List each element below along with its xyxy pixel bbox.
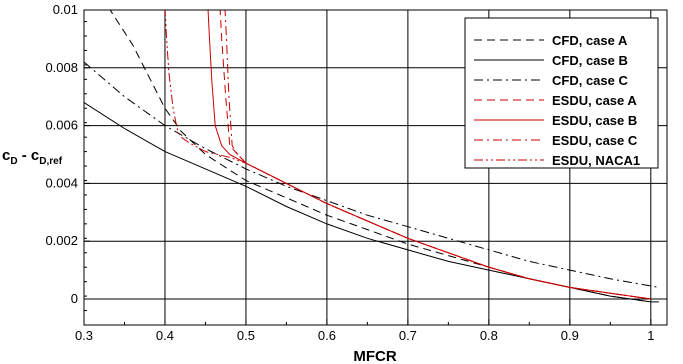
y-tick-label: 0.002 [45,233,78,248]
legend-box [464,17,659,169]
legend-label: ESDU, case A [552,93,637,108]
x-axis-title: MFCR [353,348,396,364]
legend-label: CFD, case B [552,53,628,68]
series-line [164,10,651,300]
legend-label: CFD, case C [552,73,628,88]
legend-label: CFD, case A [552,33,628,48]
x-tick-label: 0.9 [561,328,579,343]
legend-label: ESDU, case C [552,133,638,148]
y-axis-title-main: c [2,147,10,164]
x-tick-label: 0.5 [237,328,255,343]
x-tick-label: 0.8 [480,328,498,343]
series-group [84,10,659,303]
y-tick-label: 0 [71,291,78,306]
y-axis-title-ref-sub: D,ref [39,156,62,167]
legend-label: ESDU, NACA1 [552,153,640,168]
x-tick-labels: 0.3 0.4 0.5 0.6 0.7 0.8 0.9 1 [75,328,654,343]
y-tick-label: 0.004 [45,175,78,190]
legend-label: ESDU, case B [552,113,637,128]
plot-frame [83,9,668,326]
x-tick-label: 0.3 [75,328,93,343]
x-tick-label: 0.7 [399,328,417,343]
series-line [84,102,659,303]
y-tick-label: 0.008 [45,60,78,75]
y-tick-label: 0.006 [45,118,78,133]
y-tick-labels: 0 0.002 0.004 0.006 0.008 0.01 [45,2,78,306]
x-tick-label: 1 [647,328,654,343]
legend: CFD, case A CFD, case B CFD, case C ESDU, c… [464,17,659,169]
y-tick-label: 0.01 [53,2,78,17]
y-axis-title-sep: - c [18,147,40,164]
x-tick-label: 0.6 [318,328,336,343]
series-line [84,61,659,288]
y-axis-title-sub: D [10,156,17,167]
x-tick-label: 0.4 [156,328,174,343]
ticks [83,9,652,326]
y-axis-title: cD - cD,ref [2,147,63,167]
